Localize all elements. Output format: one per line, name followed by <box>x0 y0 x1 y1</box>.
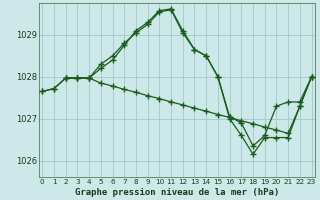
X-axis label: Graphe pression niveau de la mer (hPa): Graphe pression niveau de la mer (hPa) <box>75 188 279 197</box>
